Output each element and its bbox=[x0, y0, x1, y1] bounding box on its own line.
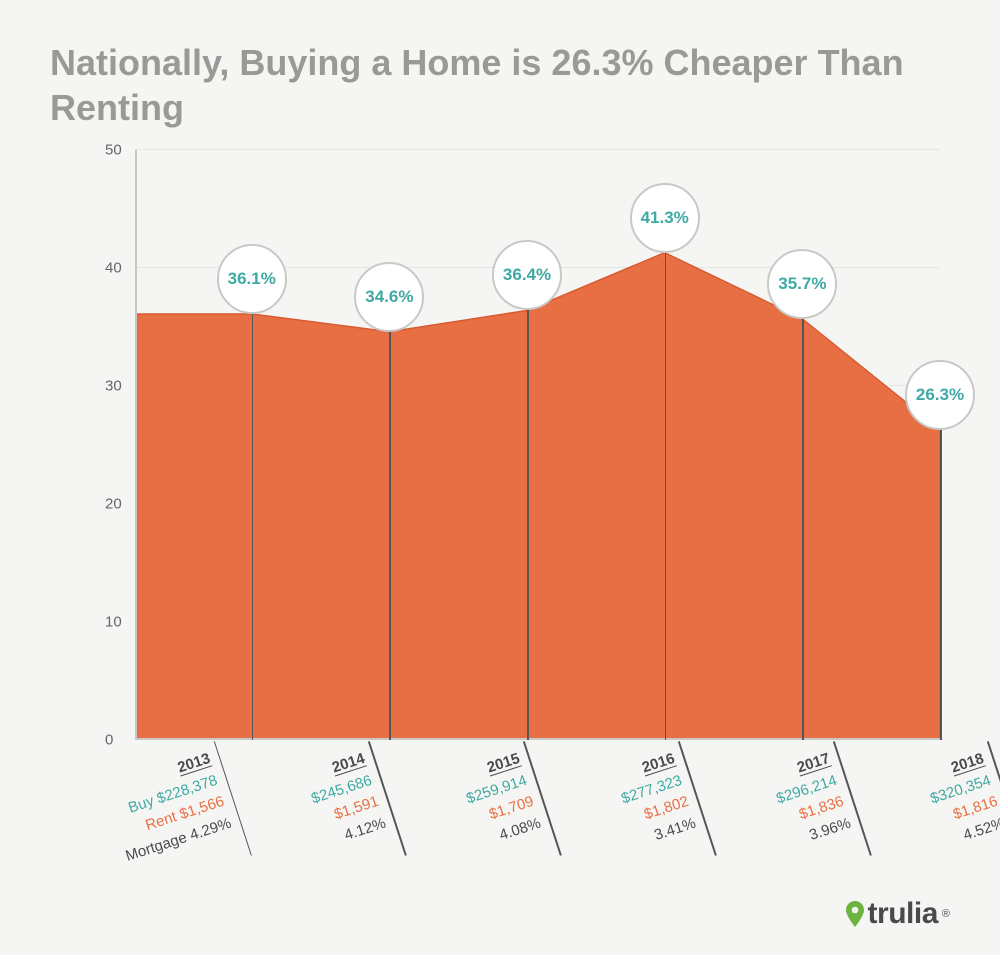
data-marker-line bbox=[940, 424, 942, 740]
logo-text: trulia bbox=[868, 897, 938, 931]
value-bubble: 41.3% bbox=[630, 183, 700, 253]
value-bubble: 26.3% bbox=[905, 360, 975, 430]
y-tick-label: 20 bbox=[105, 496, 122, 513]
y-axis-line bbox=[135, 150, 137, 740]
y-tick-label: 40 bbox=[105, 260, 122, 277]
value-bubble: 35.7% bbox=[767, 249, 837, 319]
area-chart bbox=[135, 150, 940, 740]
value-bubble: 34.6% bbox=[354, 262, 424, 332]
chart-container: Nationally, Buying a Home is 26.3% Cheap… bbox=[0, 0, 1000, 955]
value-bubble: 36.4% bbox=[492, 240, 562, 310]
brand-logo: trulia ® bbox=[846, 897, 950, 931]
registered-mark: ® bbox=[942, 908, 950, 920]
plot-region: 0102030405036.1%34.6%36.4%41.3%35.7%26.3… bbox=[135, 150, 940, 740]
data-marker-line bbox=[389, 326, 391, 740]
y-tick-label: 50 bbox=[105, 142, 122, 159]
data-marker-line bbox=[527, 305, 529, 740]
x-axis-labels: 2013Buy $228,378Rent $1,566Mortgage 4.29… bbox=[85, 745, 990, 905]
chart-title: Nationally, Buying a Home is 26.3% Cheap… bbox=[50, 40, 950, 130]
data-marker-line bbox=[665, 247, 667, 740]
data-marker-line bbox=[802, 313, 804, 740]
value-bubble: 36.1% bbox=[217, 244, 287, 314]
map-pin-icon bbox=[846, 901, 864, 927]
data-marker-line bbox=[252, 308, 254, 740]
chart-area: % Cheaper to Buy than Rent 0102030405036… bbox=[105, 150, 940, 740]
y-tick-label: 10 bbox=[105, 614, 122, 631]
x-axis-line bbox=[135, 738, 940, 740]
y-tick-label: 30 bbox=[105, 378, 122, 395]
